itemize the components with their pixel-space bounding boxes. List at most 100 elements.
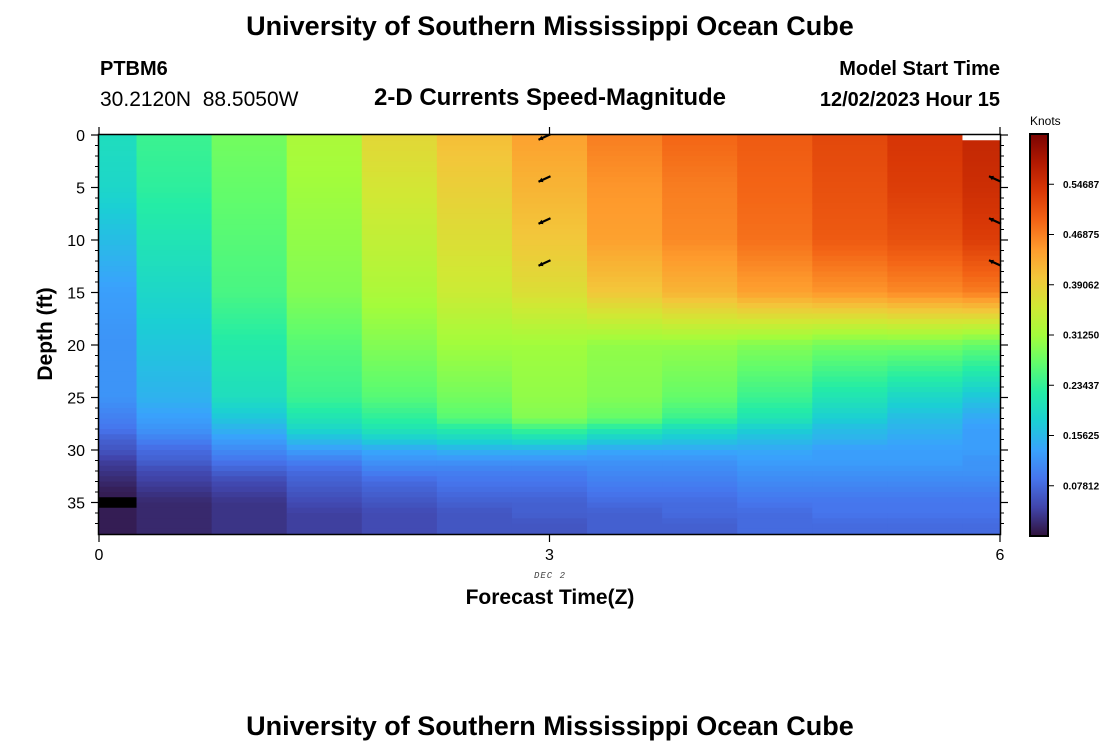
heatmap-cell: [887, 360, 964, 367]
heatmap-cell: [587, 161, 663, 168]
heatmap-cell: [662, 208, 738, 215]
station-coordinates: 30.2120N 88.5050W: [100, 88, 299, 111]
heatmap-cell: [361, 434, 438, 441]
heatmap-cell: [99, 418, 138, 425]
heatmap-cell: [737, 366, 813, 372]
heatmap-cell: [286, 360, 363, 367]
heatmap-cell: [887, 292, 964, 299]
heatmap-cell: [99, 413, 138, 420]
heatmap-cell: [136, 182, 213, 189]
heatmap-cell: [812, 276, 888, 283]
heatmap-cell: [361, 135, 438, 141]
heatmap-cell: [737, 266, 813, 273]
heatmap-cell: [436, 192, 513, 199]
heatmap-cell: [436, 150, 513, 157]
heatmap-cell: [286, 166, 363, 173]
heatmap-cell: [436, 434, 513, 441]
heatmap-cell: [737, 255, 813, 262]
heatmap-cell: [662, 224, 738, 231]
heatmap-cell: [812, 329, 888, 336]
heatmap-cell: [587, 177, 663, 183]
heatmap-cell: [737, 418, 813, 425]
heatmap-cell: [737, 229, 813, 236]
current-arrow: [988, 217, 1002, 225]
heatmap-cell: [662, 324, 738, 330]
heatmap-cell: [211, 156, 288, 162]
heatmap-cell: [511, 229, 588, 236]
heatmap-cell: [361, 507, 438, 514]
heatmap-cell: [436, 334, 513, 341]
current-arrow: [988, 259, 1002, 267]
heatmap-cell: [286, 345, 363, 351]
heatmap-cell: [436, 261, 513, 267]
heatmap-cell: [812, 171, 888, 178]
y-axis-ticks: 0 5 10 15 20 25 30 35: [67, 128, 1008, 524]
heatmap-cell: [511, 408, 588, 414]
heatmap-cell: [962, 528, 1001, 535]
heatmap-cell: [436, 250, 513, 257]
heatmap-cell: [436, 345, 513, 351]
colorbar-tick-label: 0.07812: [1063, 481, 1100, 492]
heatmap-cell: [737, 234, 813, 241]
heatmap-cell: [136, 150, 213, 157]
heatmap-cell: [436, 460, 513, 467]
heatmap-cell: [587, 528, 663, 535]
heatmap-cell: [962, 397, 1001, 404]
heatmap-cell: [286, 271, 363, 278]
heatmap-cell: [962, 208, 1001, 215]
heatmap-cell: [662, 261, 738, 267]
heatmap-cell: [361, 208, 438, 215]
heatmap-cell: [436, 397, 513, 404]
heatmap-cell: [211, 497, 288, 504]
heatmap-cell: [99, 392, 138, 399]
heatmap-cell: [662, 219, 738, 225]
x-axis-title: Forecast Time(Z): [466, 586, 635, 609]
heatmap-cell: [887, 219, 964, 225]
heatmap-cell: [361, 513, 438, 519]
heatmap-cell: [136, 381, 213, 388]
heatmap-cell: [211, 366, 288, 372]
heatmap-cell: [136, 339, 213, 346]
heatmap-cell: [286, 318, 363, 325]
heatmap-cell: [511, 324, 588, 330]
heatmap-cell: [286, 182, 363, 189]
heatmap-cell: [887, 460, 964, 467]
heatmap-cell: [511, 355, 588, 362]
x-tick-label: 6: [996, 547, 1005, 564]
heatmap-cell: [99, 182, 138, 189]
heatmap-cell: [511, 439, 588, 446]
heatmap-cell: [286, 224, 363, 231]
heatmap-cell: [962, 261, 1001, 267]
heatmap-cell: [436, 156, 513, 162]
heatmap-cell: [286, 192, 363, 199]
heatmap-cell: [587, 135, 663, 141]
colorbar-tick-label: 0.23437: [1063, 381, 1100, 392]
heatmap-cell: [361, 313, 438, 320]
heatmap-cell: [436, 439, 513, 446]
heatmap-cell: [662, 192, 738, 199]
heatmap-cell: [286, 402, 363, 409]
y-tick-label: 5: [76, 181, 85, 198]
current-vector-arrows: [538, 133, 1002, 267]
heatmap-cell: [511, 145, 588, 152]
heatmap-cell: [887, 486, 964, 493]
heatmap-cell: [361, 318, 438, 325]
colorbar-tick-label: 0.31250: [1063, 331, 1100, 342]
heatmap-cell: [511, 423, 588, 430]
heatmap-cell: [136, 297, 213, 304]
heatmap-cell: [136, 171, 213, 178]
heatmap-cell: [737, 513, 813, 519]
heatmap-cell: [136, 213, 213, 220]
heatmap-cell: [511, 266, 588, 273]
heatmap-cell: [286, 392, 363, 399]
heatmap-cell: [812, 203, 888, 210]
heatmap-cell: [136, 203, 213, 210]
heatmap-cell: [662, 397, 738, 404]
heatmap-cell: [587, 182, 663, 189]
heatmap-cell: [511, 329, 588, 336]
heatmap-cell: [662, 392, 738, 399]
heatmap-cell: [361, 476, 438, 483]
heatmap-cell: [812, 308, 888, 315]
heatmap-cell: [436, 513, 513, 519]
heatmap-cell: [361, 203, 438, 210]
